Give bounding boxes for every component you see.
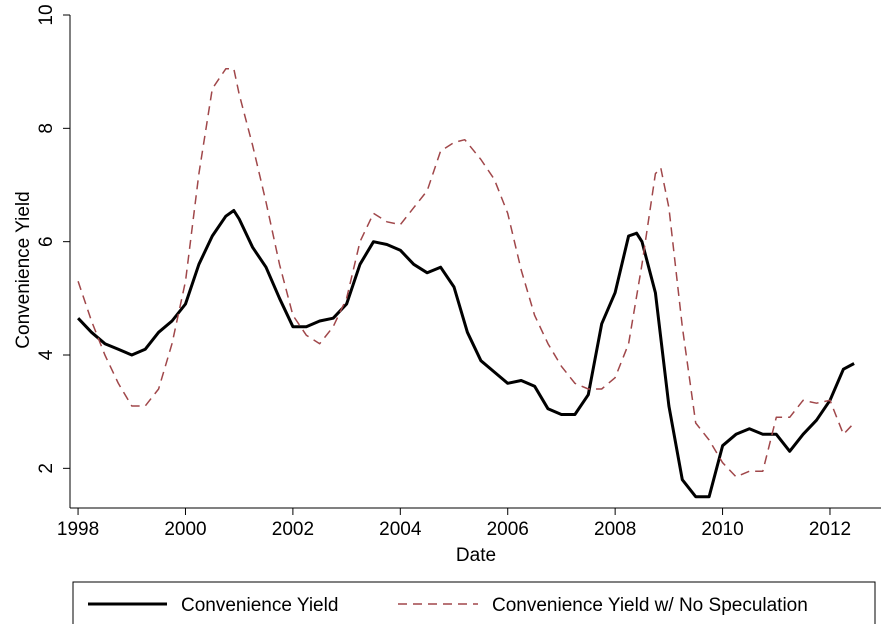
y-tick-label: 10 [36, 4, 57, 25]
x-axis-title: Date [456, 545, 496, 566]
x-tick-label: 2002 [272, 519, 314, 540]
legend: Convenience Yield Convenience Yield w/ N… [72, 581, 876, 624]
x-tick-label: 2012 [809, 519, 851, 540]
legend-box [72, 581, 876, 624]
y-tick-label: 4 [36, 349, 57, 360]
x-tick-label: 2010 [701, 519, 743, 540]
legend-label-convenience-yield: Convenience Yield [181, 595, 338, 616]
y-tick-label: 6 [36, 236, 57, 247]
x-axis: 1998 2000 2002 2004 2006 2008 2010 2012 [57, 507, 881, 540]
series-line-convenience-yield [77, 209, 855, 499]
y-axis-title: Convenience Yield [13, 191, 34, 348]
x-tick-label: 2004 [379, 519, 422, 540]
x-tick-label: 2006 [487, 519, 529, 540]
x-tick-label: 2008 [594, 519, 636, 540]
y-tick-label: 8 [36, 123, 57, 134]
x-tick-label: 2000 [164, 519, 206, 540]
y-tick-label: 2 [36, 463, 57, 474]
legend-label-no-speculation: Convenience Yield w/ No Speculation [492, 595, 808, 616]
series-line-no-speculation [77, 68, 855, 478]
x-tick-label: 1998 [57, 519, 99, 540]
plot-area [77, 68, 855, 499]
y-axis: 2 4 6 8 10 [36, 4, 71, 508]
